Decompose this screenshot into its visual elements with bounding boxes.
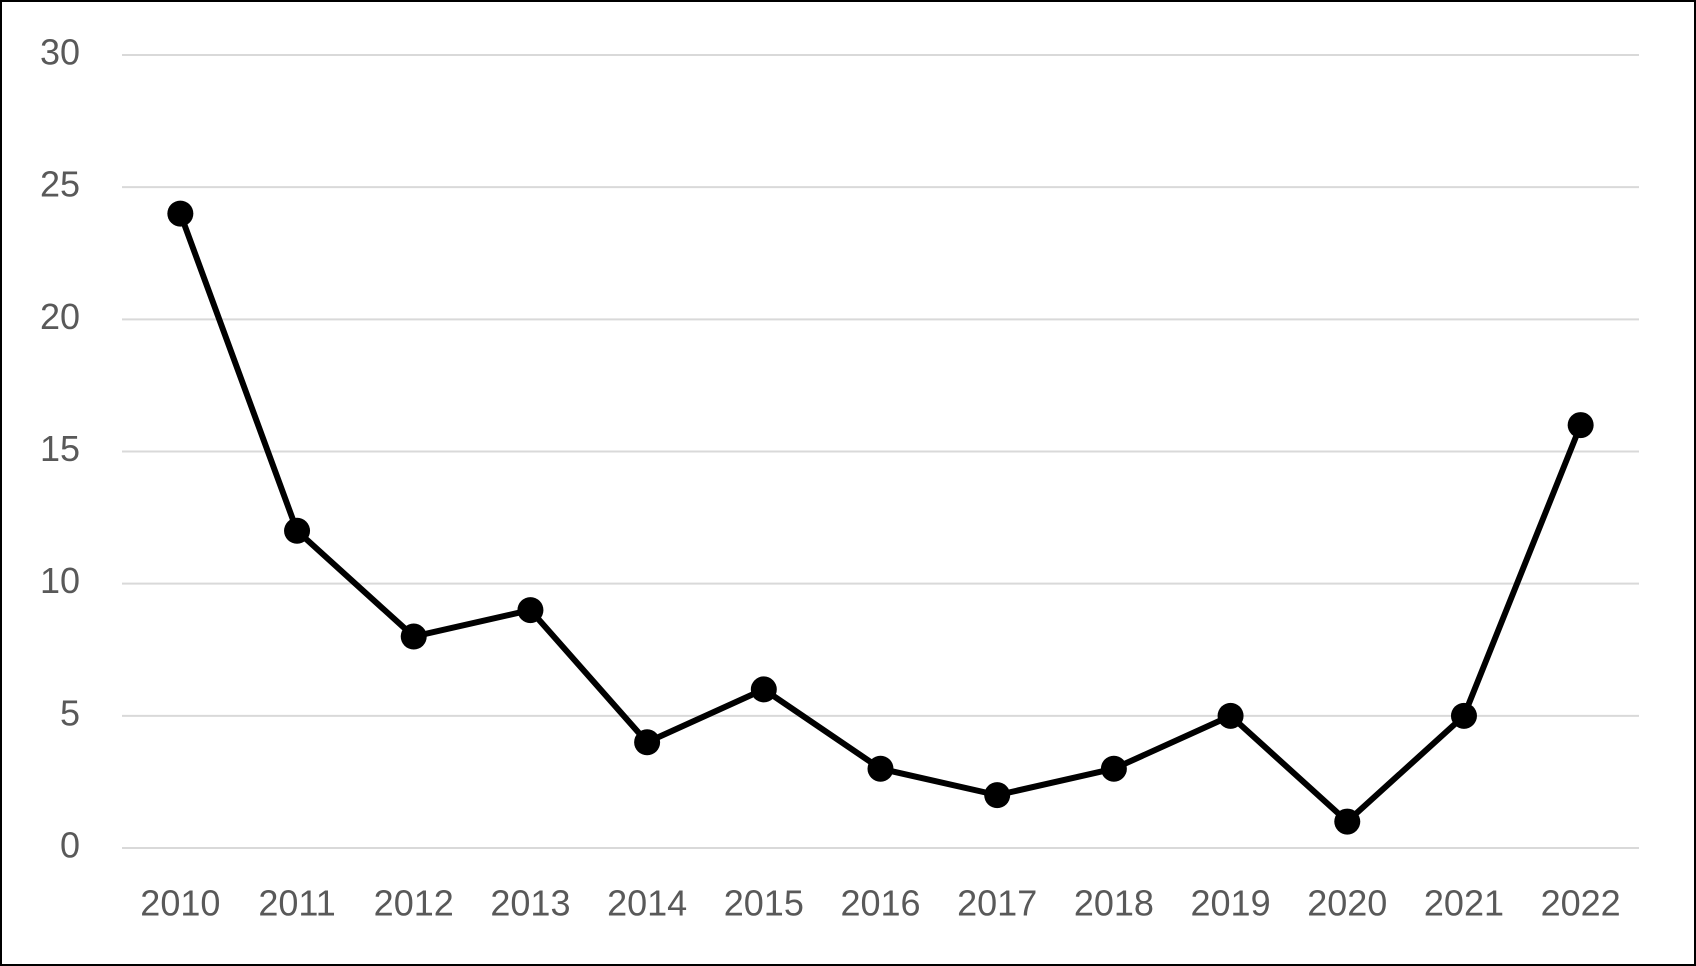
data-point: [1450, 702, 1477, 729]
y-tick-label: 30: [40, 32, 80, 73]
data-point: [634, 729, 661, 756]
x-tick-label: 2014: [607, 883, 687, 924]
y-tick-label: 25: [40, 164, 80, 205]
data-point: [284, 517, 311, 544]
x-tick-label: 2016: [840, 883, 920, 924]
data-point: [1217, 702, 1244, 729]
x-tick-label: 2013: [490, 883, 570, 924]
data-point: [984, 782, 1011, 809]
data-point: [167, 200, 194, 227]
data-point: [517, 597, 544, 624]
data-point: [867, 755, 894, 782]
x-tick-label: 2019: [1191, 883, 1271, 924]
y-tick-label: 5: [60, 692, 80, 733]
x-tick-label: 2021: [1424, 883, 1504, 924]
y-tick-label: 10: [40, 560, 80, 601]
data-point: [1334, 808, 1361, 835]
x-tick-label: 2017: [957, 883, 1037, 924]
x-tick-label: 2020: [1307, 883, 1387, 924]
data-point: [1567, 412, 1594, 439]
data-point: [1100, 755, 1127, 782]
x-tick-label: 2012: [374, 883, 454, 924]
y-tick-label: 20: [40, 296, 80, 337]
x-tick-label: 2018: [1074, 883, 1154, 924]
x-tick-label: 2022: [1541, 883, 1621, 924]
data-point: [400, 623, 427, 650]
y-tick-label: 15: [40, 428, 80, 469]
data-point: [750, 676, 777, 703]
y-tick-label: 0: [60, 825, 80, 866]
x-tick-label: 2010: [140, 883, 220, 924]
x-tick-label: 2011: [258, 883, 335, 924]
x-tick-label: 2015: [724, 883, 804, 924]
